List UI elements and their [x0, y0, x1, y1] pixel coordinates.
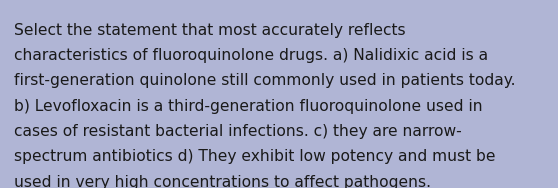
Text: cases of resistant bacterial infections. c) they are narrow-: cases of resistant bacterial infections.… — [14, 124, 461, 139]
Text: characteristics of fluoroquinolone drugs. a) Nalidixic acid is a: characteristics of fluoroquinolone drugs… — [14, 48, 488, 63]
Text: first-generation quinolone still commonly used in patients today.: first-generation quinolone still commonl… — [14, 73, 516, 88]
Text: Select the statement that most accurately reflects: Select the statement that most accuratel… — [14, 23, 406, 38]
Text: b) Levofloxacin is a third-generation fluoroquinolone used in: b) Levofloxacin is a third-generation fl… — [14, 99, 483, 114]
Text: used in very high concentrations to affect pathogens.: used in very high concentrations to affe… — [14, 175, 431, 188]
Text: spectrum antibiotics d) They exhibit low potency and must be: spectrum antibiotics d) They exhibit low… — [14, 149, 496, 164]
